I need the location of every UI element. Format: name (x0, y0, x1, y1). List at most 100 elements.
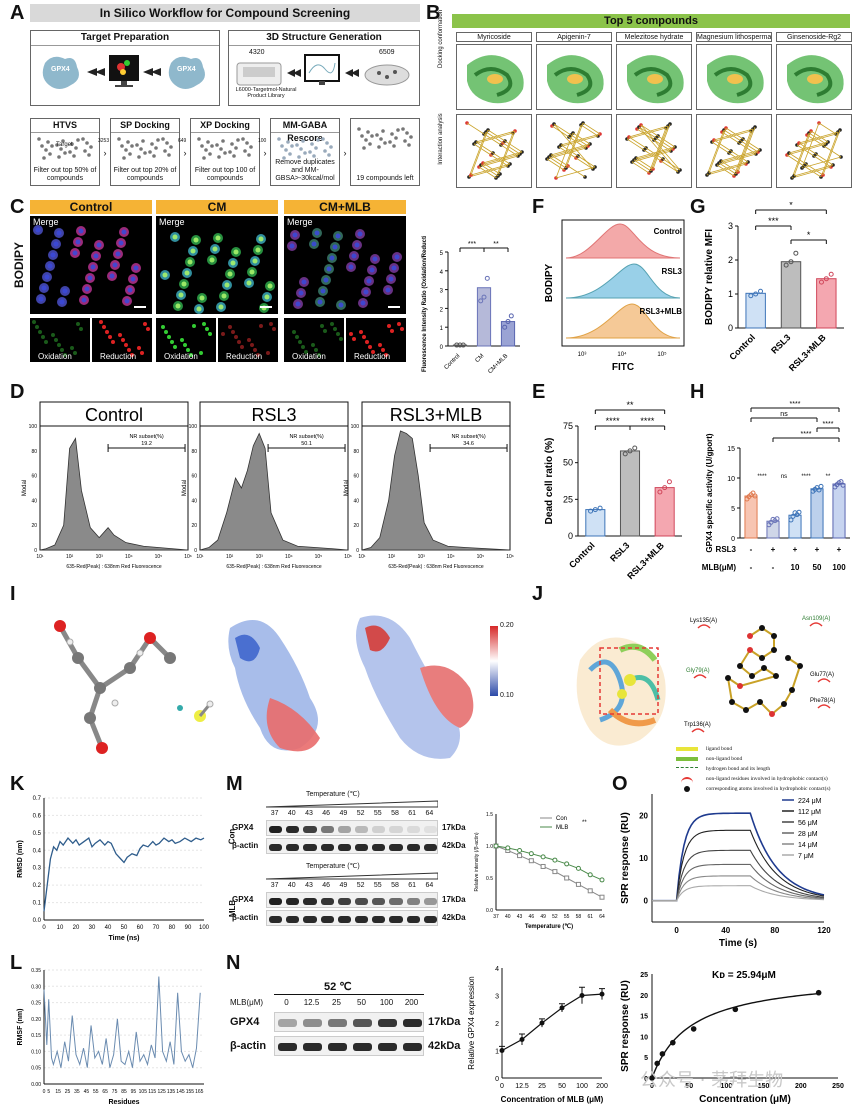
panel-label-d: D (10, 381, 25, 403)
scale-bar (260, 306, 272, 308)
data-point (599, 894, 605, 900)
cell-dot (143, 322, 147, 326)
cell-dot (333, 327, 337, 331)
ligand-bond (635, 146, 676, 159)
nucleus (162, 272, 168, 278)
ligand-bond (823, 145, 842, 158)
structure-generation-title: 3D Structure Generation (229, 31, 419, 46)
x-tick-label: 43 (517, 914, 523, 920)
x-tick-label: 50 (121, 925, 128, 931)
data-point (622, 451, 628, 457)
data-point (457, 342, 463, 348)
temperature-value: 49 (339, 810, 348, 817)
compound-dot (288, 152, 292, 156)
nucleus (326, 266, 332, 272)
gate-name: NR subset(%) (289, 434, 323, 440)
data-point (559, 1005, 565, 1011)
nucleus (255, 247, 261, 253)
compound-name: Myricoside (456, 32, 532, 42)
cell-dot (63, 353, 67, 357)
ligand-bond (801, 122, 820, 169)
compound-dot (156, 138, 160, 142)
blot-band (423, 843, 437, 851)
x-tick-label: 10⁵ (477, 554, 485, 560)
ligand-atom (773, 673, 779, 679)
data-point (815, 989, 822, 996)
scale-bar (388, 306, 400, 308)
compound-dot (297, 155, 301, 159)
ligand-bond (796, 133, 837, 146)
y-tick-label: 40 (353, 498, 359, 504)
nucleus (246, 280, 252, 286)
compound-dot (403, 139, 407, 143)
y-tick-label: 15 (640, 1014, 648, 1021)
ligand-bond (478, 166, 497, 179)
x-tick-label: 120 (817, 926, 831, 935)
structure-generation-box: 3D Structure Generation 4320 L6000-Targe… (228, 30, 420, 106)
data-point (666, 479, 672, 485)
x-tick-label: 20 (73, 925, 80, 931)
workflow-arrow: › (263, 148, 267, 158)
cell-dot (54, 338, 58, 342)
blot-band (355, 825, 369, 833)
x-tick-label: 30 (89, 925, 96, 931)
x-tick-label: CM (475, 353, 486, 364)
legend-entry: 14 μM (798, 842, 818, 849)
temperature-value: 61 (408, 810, 417, 817)
nucleus (227, 271, 233, 277)
compound-dot (141, 139, 145, 143)
nucleus (112, 262, 118, 268)
compound-dot (243, 149, 247, 153)
cell-dot (269, 322, 273, 326)
hydrophobic-arc (809, 622, 823, 627)
workflow-step-count: 100 (258, 138, 267, 144)
ligand-bond (631, 150, 672, 163)
nucleus (109, 273, 115, 279)
compound-dot (368, 142, 372, 146)
rsl3-cell: + (815, 545, 820, 554)
compound-dot (143, 151, 147, 155)
blot-band (355, 843, 369, 851)
ligand-bond (475, 141, 494, 154)
y-tick-label: 3 (728, 221, 733, 231)
y-tick-label: 20 (640, 993, 648, 1000)
bar (452, 344, 468, 347)
cell-dot (41, 335, 45, 339)
actin-label: β-actin (232, 841, 259, 850)
y-tick-label: 0.6 (33, 813, 42, 819)
ligand-bond (793, 164, 834, 177)
temperature-value: 58 (391, 810, 399, 817)
y-tick-label: 80 (353, 449, 359, 455)
ligand-bond (708, 127, 727, 174)
compound-dot (204, 148, 208, 152)
blot-band (406, 825, 420, 833)
reduction-micrograph: Reduction (218, 318, 278, 362)
cell-dot (390, 329, 394, 333)
data-point (753, 291, 759, 297)
nucleus (338, 302, 344, 308)
oxidation-micrograph: Oxidation (156, 318, 216, 362)
x-tick-label: 40 (105, 925, 112, 931)
panel-k-rmsd-plot: 0.0 0.1 0.2 0.3 0.4 0.5 0.6 0.7 0 10 20 30 40 50 60 70 8… (17, 796, 210, 942)
compound-dot (169, 145, 173, 149)
compound-dot (383, 141, 387, 145)
y-tick-label: 3 (440, 289, 444, 295)
panel-label-e: E (532, 381, 546, 403)
gradient-wedge (266, 800, 438, 808)
x-axis-label: Temperature (℃) (525, 923, 573, 930)
y-tick-label: 0.5 (486, 876, 493, 882)
concentration-value: 200 (404, 998, 419, 1007)
ligand-atom (737, 663, 743, 669)
library-output-count: 6509 (379, 49, 395, 56)
y-tick-label: 0.05 (31, 1066, 41, 1072)
compound-dot (59, 147, 63, 151)
ligand-atom (743, 707, 749, 713)
workflow-step-1: SP Docking Filter out top 20% of compound… (110, 118, 180, 186)
x-tick-label: 10³ (256, 554, 264, 560)
concentration-value: 50 (357, 998, 366, 1007)
cell-dot (311, 343, 315, 347)
x-tick-label: 10¹ (36, 554, 44, 560)
compound-dot (55, 143, 59, 147)
kda17-label: 17kDa (442, 895, 466, 904)
compound-dot (301, 139, 305, 143)
